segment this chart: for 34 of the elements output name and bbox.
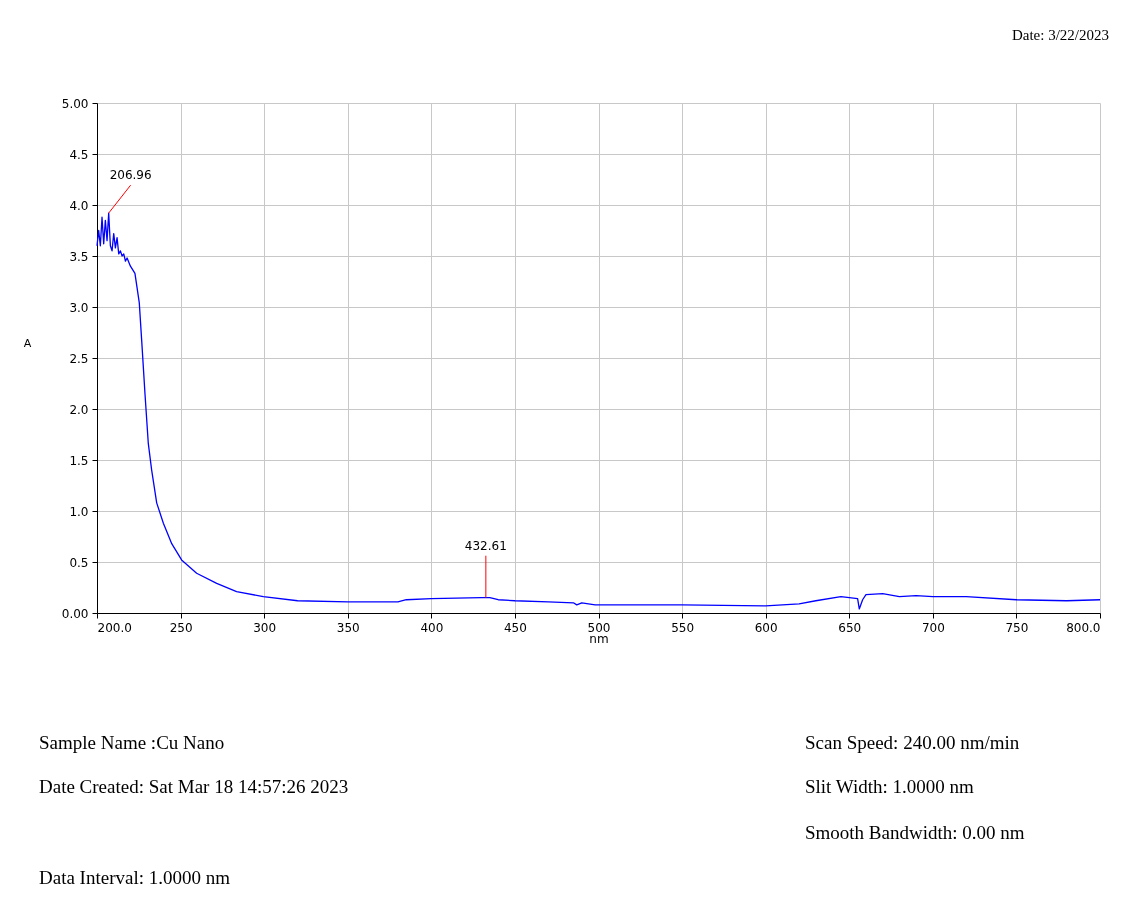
y-tick-label: 2.5 (69, 351, 89, 366)
x-tick-label: 250 (169, 620, 193, 635)
text: Data Interval: 1.0000 nm (39, 867, 231, 888)
y-tick-label: 5.00 (61, 96, 89, 111)
text: Scan Speed: 240.00 nm/min (805, 732, 1020, 753)
annotation: 432.61 (464, 538, 507, 553)
x-tick-label: 400 (420, 620, 444, 635)
y-tick-label: 4.5 (69, 147, 89, 162)
x-tick-label: 300 (253, 620, 277, 635)
x-tick-label: 650 (838, 620, 862, 635)
line-series (96, 212, 1101, 610)
y-tick-label: 0.00 (61, 606, 89, 621)
y-tick-label: 2.0 (69, 402, 89, 417)
x-tick-label: 800.0 (1066, 620, 1101, 635)
x-tick-label: 750 (1005, 620, 1029, 635)
y-tick-label: 3.5 (69, 249, 89, 264)
x-tick-label: 450 (503, 620, 527, 635)
y-tick-label: 1.5 (69, 453, 89, 468)
text: Sample Name :Cu Nano (39, 732, 225, 753)
x-tick-label: 200.0 (97, 620, 132, 635)
x-tick-label: 350 (336, 620, 360, 635)
y-axis-title: A (23, 336, 32, 350)
y-tick-label: 0.5 (69, 555, 89, 570)
x-tick-label: 600 (754, 620, 778, 635)
annotation: 206.96 (109, 168, 152, 183)
y-tick-label: 3.0 (69, 300, 89, 315)
text: Date Created: Sat Mar 18 14:57:26 2023 (39, 776, 349, 797)
text: Smooth Bandwidth: 0.00 nm (805, 822, 1025, 843)
x-tick-label: 700 (921, 620, 945, 635)
y-tick-label: 4.0 (69, 198, 89, 213)
text: Date: 3/22/2023 (1011, 27, 1109, 43)
y-tick-label: 1.0 (69, 504, 89, 519)
x-tick-label: 550 (671, 620, 695, 635)
text: Slit Width: 1.0000 nm (805, 776, 975, 797)
